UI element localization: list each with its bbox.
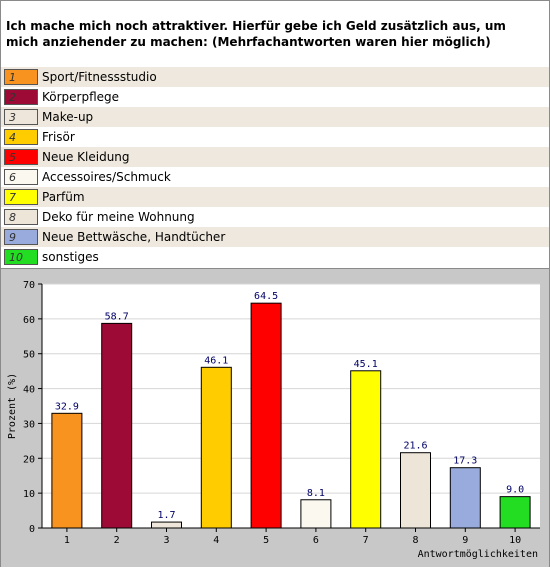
legend-item: 4 Frisör: [1, 127, 549, 147]
legend-swatch: 3: [4, 109, 38, 125]
x-tick-label: 2: [114, 535, 120, 546]
question-text: Ich mache mich noch attraktiver. Hierfür…: [6, 19, 506, 49]
y-tick-label: 50: [23, 350, 35, 361]
bar: [449, 467, 481, 529]
legend-label: Make-up: [42, 110, 94, 124]
legend-swatch: 5: [4, 149, 38, 165]
legend-swatch: 2: [4, 89, 38, 105]
bar: [200, 366, 232, 529]
bar-value-label: 64.5: [254, 291, 278, 302]
bar: [250, 302, 282, 529]
legend-label: Neue Bettwäsche, Handtücher: [42, 230, 226, 244]
y-tick-label: 10: [23, 489, 35, 500]
y-axis-title: Prozent (%): [7, 373, 18, 439]
legend-label: Accessoires/Schmuck: [42, 170, 171, 184]
legend-item: 10 sonstiges: [1, 247, 549, 267]
legend-swatch: 10: [4, 249, 38, 265]
bar-value-label: 46.1: [204, 355, 228, 366]
y-tick-label: 0: [29, 524, 35, 535]
legend-item: 9 Neue Bettwäsche, Handtücher: [1, 227, 549, 247]
legend-item: 2 Körperpflege: [1, 87, 549, 107]
bar-value-label: 8.1: [307, 488, 325, 499]
bar-value-label: 32.9: [55, 401, 79, 412]
legend-swatch: 7: [4, 189, 38, 205]
bar: [300, 499, 332, 529]
bar: [400, 452, 431, 529]
bar-value-label: 9.0: [506, 485, 524, 496]
chart-area: 0 10 20 30 40 50 60 70 32.9 1 58.7 2 1.7 3 46.1 4 64.5 5 8…: [1, 268, 549, 567]
legend: 1 Sport/Fitnessstudio 2 Körperpflege 3 Make-u…: [1, 67, 549, 267]
legend-label: Neue Kleidung: [42, 150, 130, 164]
legend-swatch: 9: [4, 229, 38, 245]
y-tick-label: 70: [23, 280, 35, 291]
bar: [499, 496, 531, 529]
x-tick-label: 10: [509, 535, 521, 546]
legend-swatch: 6: [4, 169, 38, 185]
legend-swatch: 8: [4, 209, 38, 225]
x-tick-label: 9: [462, 535, 468, 546]
bar: [350, 370, 382, 529]
bar-value-label: 21.6: [403, 441, 427, 452]
legend-item: 5 Neue Kleidung: [1, 147, 549, 167]
legend-label: Körperpflege: [42, 90, 120, 104]
x-axis-title: Antwortmöglichkeiten: [418, 549, 538, 560]
x-tick-label: 8: [412, 535, 418, 546]
legend-label: Frisör: [42, 130, 75, 144]
legend-item: 1 Sport/Fitnessstudio: [1, 67, 549, 87]
legend-label: sonstiges: [42, 250, 99, 264]
bar: [51, 412, 83, 529]
bar-value-label: 58.7: [105, 311, 129, 322]
legend-item: 6 Accessoires/Schmuck: [1, 167, 549, 187]
y-tick-label: 30: [23, 419, 35, 430]
bar-value-label: 1.7: [157, 510, 175, 521]
legend-swatch: 1: [4, 69, 38, 85]
legend-item: 8 Deko für meine Wohnung: [1, 207, 549, 227]
legend-item: 3 Make-up: [1, 107, 549, 127]
bar: [101, 322, 133, 529]
legend-item: 7 Parfüm: [1, 187, 549, 207]
bar-value-label: 17.3: [453, 456, 477, 467]
bar-value-label: 45.1: [354, 359, 378, 370]
legend-label: Deko für meine Wohnung: [42, 210, 195, 224]
x-tick-label: 4: [213, 535, 219, 546]
legend-label: Sport/Fitnessstudio: [42, 70, 157, 84]
bar: [151, 521, 182, 529]
y-tick-label: 60: [23, 315, 35, 326]
x-tick-label: 6: [313, 535, 319, 546]
y-tick-label: 20: [23, 454, 35, 465]
legend-swatch: 4: [4, 129, 38, 145]
x-tick-label: 5: [263, 535, 269, 546]
y-tick-label: 40: [23, 385, 35, 396]
x-tick-label: 1: [64, 535, 70, 546]
x-tick-label: 3: [163, 535, 169, 546]
legend-label: Parfüm: [42, 190, 85, 204]
bar-chart: 0 10 20 30 40 50 60 70 32.9 1 58.7 2 1.7 3 46.1 4 64.5 5 8…: [7, 280, 540, 560]
x-tick-label: 7: [363, 535, 369, 546]
